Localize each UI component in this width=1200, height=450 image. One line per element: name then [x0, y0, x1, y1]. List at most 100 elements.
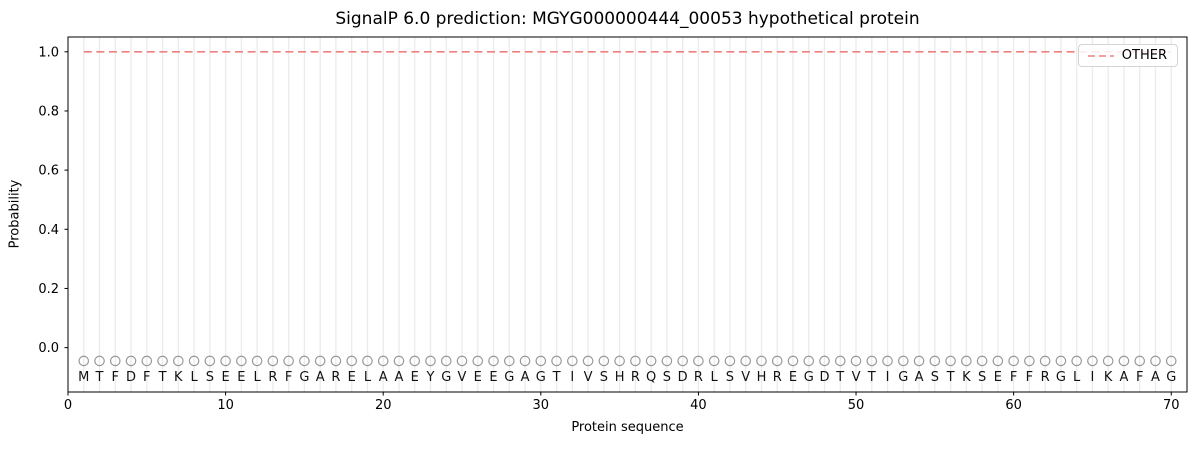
residue-letter: E	[221, 370, 229, 385]
residue-letter: S	[931, 370, 939, 385]
residue-marker	[834, 355, 846, 367]
legend[interactable]: OTHER	[1077, 44, 1178, 67]
residue-marker	[1008, 355, 1019, 367]
legend-label-other: OTHER	[1121, 48, 1167, 63]
residue-letter: R	[773, 370, 782, 385]
residue-letter: S	[206, 370, 214, 385]
residue-letter: F	[1026, 370, 1033, 385]
residue-marker	[898, 355, 909, 367]
residue-letter: T	[95, 370, 104, 385]
residue-marker	[188, 355, 200, 367]
y-tick-label: 0.4	[38, 223, 59, 238]
residue-letter: A	[1120, 370, 1129, 385]
residue-letter: A	[395, 370, 404, 385]
residue-letter: R	[631, 370, 640, 385]
residue-marker	[1102, 355, 1114, 367]
residue-letter: H	[615, 370, 625, 385]
residue-marker	[314, 355, 326, 367]
residue-letter: R	[694, 370, 703, 385]
residue-marker	[503, 355, 515, 367]
residue-letter: G	[1166, 370, 1176, 385]
chart-title: SignalP 6.0 prediction: MGYG000000444_00…	[335, 9, 920, 29]
residue-marker	[551, 355, 562, 367]
x-tick-label: 60	[1005, 398, 1022, 413]
residue-letter: G	[804, 370, 814, 385]
residue-letter: A	[1151, 370, 1160, 385]
residue-marker	[677, 355, 688, 367]
residue-marker	[220, 355, 231, 367]
residue-letter: A	[379, 370, 388, 385]
residue-letter: S	[600, 370, 608, 385]
residue-letter: L	[711, 370, 719, 385]
y-axis-label: Probability	[7, 179, 23, 249]
residue-letter: R	[268, 370, 277, 385]
residue-letter: D	[678, 370, 688, 385]
residue-letter: D	[126, 370, 136, 385]
legend-dashed-line-icon	[1087, 54, 1114, 57]
residue-letter: G	[1056, 370, 1066, 385]
residue-letter: F	[143, 370, 150, 385]
residue-letter: F	[112, 370, 119, 385]
residue-marker	[204, 355, 216, 367]
residue-marker	[283, 355, 294, 367]
residue-letter: R	[1041, 370, 1050, 385]
residue-marker	[1024, 355, 1035, 367]
residue-letter: E	[411, 370, 419, 385]
residue-marker	[803, 355, 815, 367]
residue-letter: E	[237, 370, 245, 385]
x-tick-label: 10	[217, 398, 234, 413]
residue-letter: T	[552, 370, 561, 385]
residue-letter: V	[741, 370, 750, 385]
residue-marker	[377, 355, 389, 367]
residue-letter: K	[1104, 370, 1113, 385]
residue-letter: L	[190, 370, 198, 385]
residue-letter: F	[1010, 370, 1017, 385]
residue-marker	[157, 355, 168, 367]
residue-marker	[78, 355, 90, 367]
residue-marker	[1134, 355, 1146, 367]
x-tick-label: 0	[64, 398, 72, 413]
x-tick-label: 50	[848, 398, 865, 413]
residue-letter: T	[158, 370, 167, 385]
residue-marker	[787, 355, 799, 367]
residue-marker	[346, 355, 357, 367]
residue-marker	[945, 355, 956, 367]
residue-marker	[1055, 355, 1067, 367]
residue-letter: L	[364, 370, 372, 385]
residue-letter: E	[489, 370, 497, 385]
residue-marker	[267, 355, 279, 367]
residue-letter: G	[536, 370, 546, 385]
residue-marker	[693, 355, 704, 367]
residue-marker	[630, 355, 641, 367]
y-tick-label: 0.6	[38, 164, 59, 179]
residue-letter: I	[886, 370, 890, 385]
residue-letter: T	[835, 370, 844, 385]
residue-marker	[708, 355, 720, 367]
plot-border	[67, 36, 1188, 393]
residue-marker	[756, 355, 767, 367]
x-tick-label: 30	[533, 398, 550, 413]
residue-marker	[661, 355, 673, 367]
residue-marker	[913, 355, 925, 367]
residue-letter: E	[348, 370, 356, 385]
residue-letter: M	[78, 370, 89, 385]
residue-letter: T	[867, 370, 876, 385]
residue-marker	[976, 355, 988, 367]
residue-marker	[236, 355, 247, 367]
residue-marker	[519, 355, 531, 367]
residue-letter: I	[1091, 370, 1095, 385]
residue-marker	[598, 355, 610, 367]
residue-marker	[109, 355, 121, 367]
residue-letter: G	[898, 370, 908, 385]
residue-marker	[740, 355, 752, 367]
residue-letter: V	[584, 370, 593, 385]
residue-marker	[1087, 355, 1098, 367]
x-tick-label: 20	[375, 398, 392, 413]
residue-marker	[173, 355, 184, 367]
residue-marker	[614, 355, 625, 367]
residue-marker	[1150, 355, 1161, 367]
residue-marker	[819, 355, 830, 367]
x-tick-label: 40	[690, 398, 707, 413]
y-tick-label: 0.0	[38, 341, 59, 356]
